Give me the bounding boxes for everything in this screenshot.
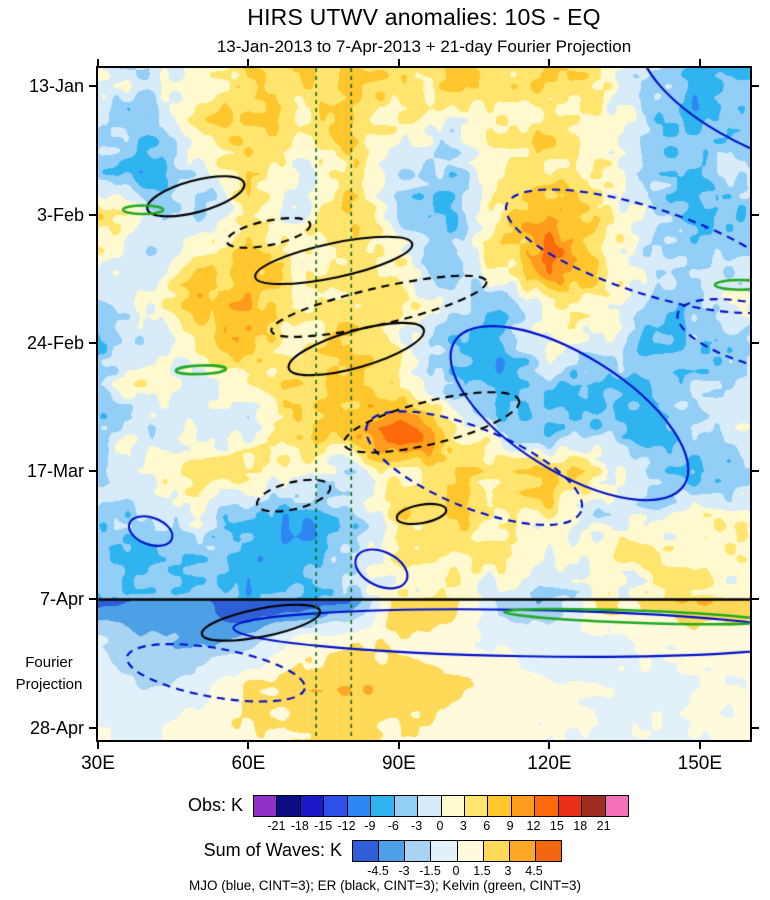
page-subtitle: 13-Jan-2013 to 7-Apr-2013 + 21-day Fouri… [216,37,632,56]
fourier-projection-label: Fourier Projection [4,652,94,696]
y-tickmark-right [750,470,759,473]
page-title: HIRS UTWV anomalies: 10S - EQ [247,4,601,30]
x-tickmark-top [548,59,551,68]
colorbar-tick-label: -12 [337,819,356,833]
y-tick-label: 24-Feb [26,332,84,353]
x-tick-label: 60E [231,753,266,774]
colorbar-cell [254,796,278,816]
y-tick-label: 13-Jan [28,76,84,97]
colorbar-tick-label: 15 [549,819,564,833]
x-tickmark-top [397,59,400,68]
x-tickmark [247,740,250,749]
colorbar-tick-label: 3 [459,819,467,833]
y-tickmark [89,85,98,88]
obs-colorbar [253,795,629,817]
colorbar-cell [405,841,432,861]
obs-colorbar-label: Obs: K [187,795,243,815]
x-tickmark-top [97,59,99,68]
colorbar-cell [464,796,489,816]
colorbar-cell [431,841,458,861]
colorbar-cell [483,841,510,861]
fourier-projection-label-line2: Projection [15,676,83,693]
waves-colorbar-label: Sum of Waves: K [203,840,342,860]
colorbar-cell [277,796,301,816]
x-tick-label: 120E [527,753,572,774]
colorbar-cell [394,796,419,816]
colorbar-tick-label: -21 [267,819,286,833]
colorbar-tick-label: -1.5 [419,864,441,878]
colorbar-cell [371,796,395,816]
colorbar-cell [441,796,465,816]
y-tickmark [89,598,98,601]
colorbar-tick-label: 6 [483,819,491,833]
colorbar-cell [300,796,325,816]
x-tick-label: 150E [677,753,723,774]
y-tickmark-right [750,598,759,601]
y-tick-label: 17-Mar [26,461,84,482]
colorbar-cell [353,841,380,861]
waves-colorbar [352,840,562,862]
fourier-projection-label-line1: Fourier [25,654,73,671]
colorbar-cell [558,796,583,816]
y-tickmark [89,726,98,729]
colorbar-tick-label: -18 [290,819,309,833]
colorbar-cell [347,796,372,816]
colorbar-cell [605,796,628,816]
colorbar-tick-label: -4.5 [367,864,389,878]
y-tickmark-right [750,85,759,88]
x-tickmark [97,740,99,749]
colorbar-tick-label: 0 [452,864,460,878]
y-tick-label: 3-Feb [36,204,84,225]
colorbar-cell [509,841,536,861]
x-tick-label: 90E [382,753,416,774]
colorbar-tick-label: 0 [436,819,444,833]
colorbar-tick-label: -15 [314,819,333,833]
y-tickmark-right [750,341,759,344]
colorbar-cell [488,796,512,816]
y-tickmark [89,470,98,473]
legend-footnote: MJO (blue, CINT=3); ER (black, CINT=3); … [189,878,581,893]
plot-frame [96,66,752,742]
y-tickmark-right [750,213,759,216]
x-tickmark-top [698,59,701,68]
hovmoller-heatmap [98,68,750,740]
x-tickmark [548,740,551,749]
colorbar-cell [511,796,536,816]
y-tick-label: 28-Apr [29,717,84,738]
y-tickmark [89,341,98,344]
colorbar-tick-label: 21 [596,819,611,833]
x-tickmark [698,740,701,749]
colorbar-cell [418,796,442,816]
colorbar-tick-label: -3 [398,864,410,878]
colorbar-tick-label: -9 [364,819,376,833]
colorbar-tick-label: -6 [387,819,399,833]
colorbar-tick-label: 4.5 [525,864,543,878]
colorbar-cell [582,796,606,816]
colorbar-tick-label: -3 [411,819,423,833]
x-tick-label: 30E [81,753,115,774]
x-tickmark-top [247,59,250,68]
colorbar-cell [535,796,559,816]
colorbar-cell [535,841,561,861]
y-tickmark [89,213,98,216]
y-tickmark-right [750,726,759,729]
colorbar-cell [457,841,484,861]
y-tick-label: 7-Apr [39,589,84,610]
colorbar-tick-label: 18 [573,819,588,833]
colorbar-tick-label: 1.5 [473,864,491,878]
colorbar-cell [324,796,348,816]
x-tickmark [397,740,400,749]
colorbar-tick-label: 12 [526,819,541,833]
colorbar-tick-label: 9 [506,819,514,833]
colorbar-cell [379,841,406,861]
colorbar-tick-label: 3 [504,864,512,878]
